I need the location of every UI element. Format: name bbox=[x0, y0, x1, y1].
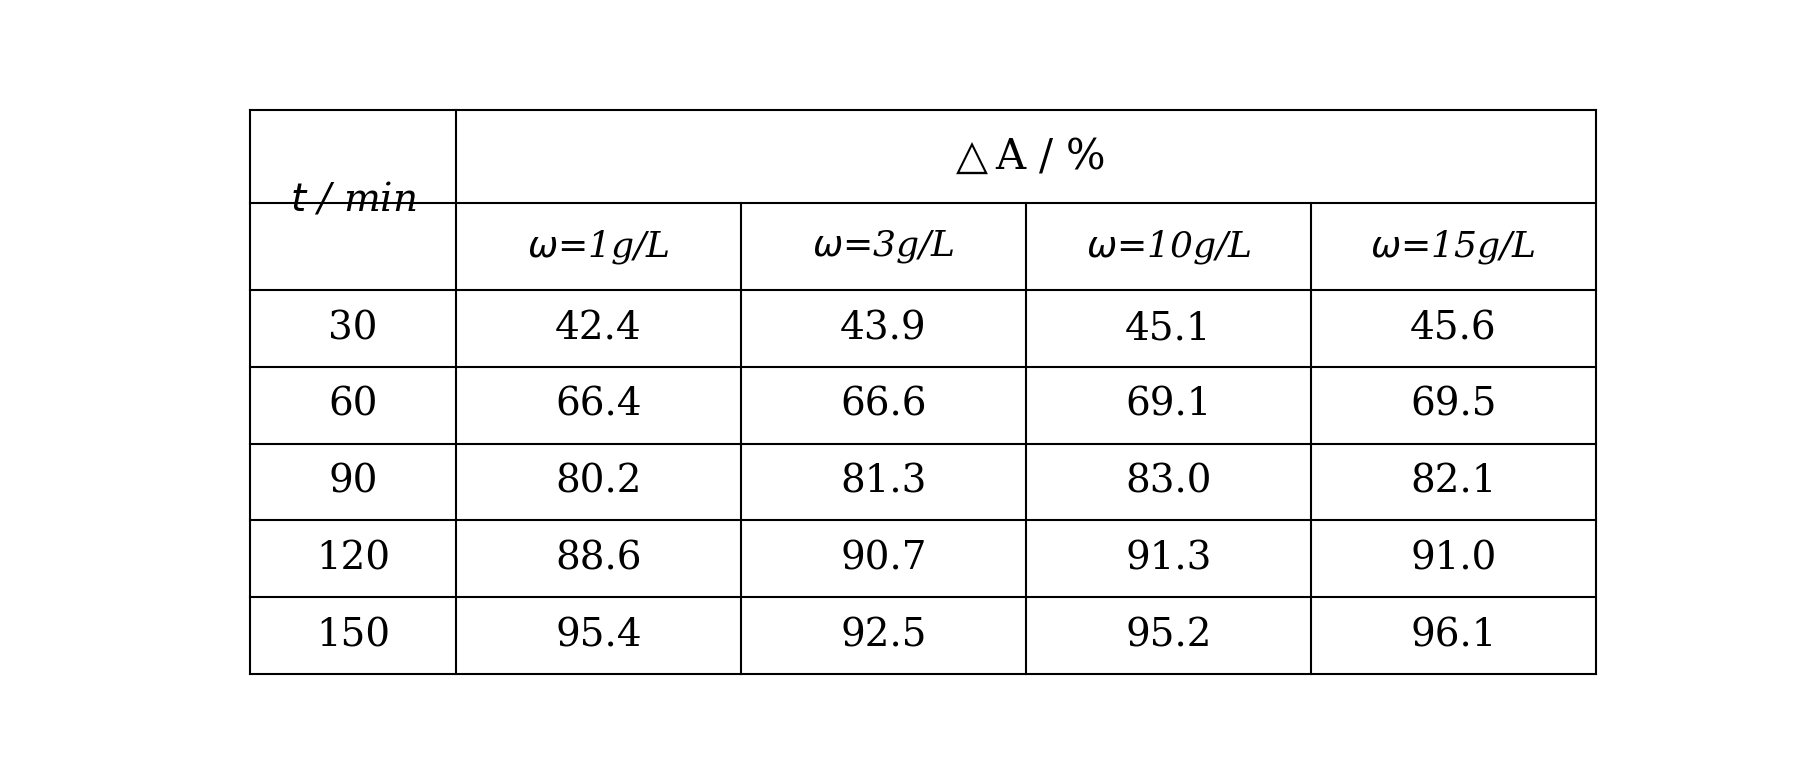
Text: 95.4: 95.4 bbox=[555, 617, 641, 654]
Text: 91.0: 91.0 bbox=[1410, 540, 1497, 577]
Text: 96.1: 96.1 bbox=[1410, 617, 1497, 654]
Text: 66.4: 66.4 bbox=[555, 387, 641, 424]
Text: 30: 30 bbox=[328, 310, 378, 347]
Text: 83.0: 83.0 bbox=[1126, 463, 1212, 501]
Text: 43.9: 43.9 bbox=[841, 310, 928, 347]
Text: 91.3: 91.3 bbox=[1126, 540, 1212, 577]
Text: 66.6: 66.6 bbox=[841, 387, 928, 424]
Text: 90.7: 90.7 bbox=[841, 540, 928, 577]
Text: 60: 60 bbox=[328, 387, 378, 424]
Text: 42.4: 42.4 bbox=[555, 310, 641, 347]
Text: $t$ / min: $t$ / min bbox=[290, 182, 416, 219]
Text: $\omega$=10g/L: $\omega$=10g/L bbox=[1086, 227, 1252, 265]
Text: 120: 120 bbox=[317, 540, 391, 577]
Text: 92.5: 92.5 bbox=[841, 617, 928, 654]
Text: 69.5: 69.5 bbox=[1410, 387, 1497, 424]
Text: 69.1: 69.1 bbox=[1126, 387, 1212, 424]
Text: 45.6: 45.6 bbox=[1410, 310, 1497, 347]
Text: 150: 150 bbox=[317, 617, 391, 654]
Text: 81.3: 81.3 bbox=[841, 463, 928, 501]
Text: 80.2: 80.2 bbox=[555, 463, 641, 501]
Text: 45.1: 45.1 bbox=[1126, 310, 1212, 347]
Text: $\omega$=15g/L: $\omega$=15g/L bbox=[1371, 227, 1536, 265]
Text: 95.2: 95.2 bbox=[1126, 617, 1212, 654]
Text: $\omega$=1g/L: $\omega$=1g/L bbox=[528, 227, 670, 265]
Text: 88.6: 88.6 bbox=[555, 540, 641, 577]
Text: $\triangle$A / %: $\triangle$A / % bbox=[947, 135, 1106, 178]
Text: $\omega$=3g/L: $\omega$=3g/L bbox=[812, 228, 955, 265]
Text: 82.1: 82.1 bbox=[1410, 463, 1497, 501]
Text: 90: 90 bbox=[328, 463, 378, 501]
